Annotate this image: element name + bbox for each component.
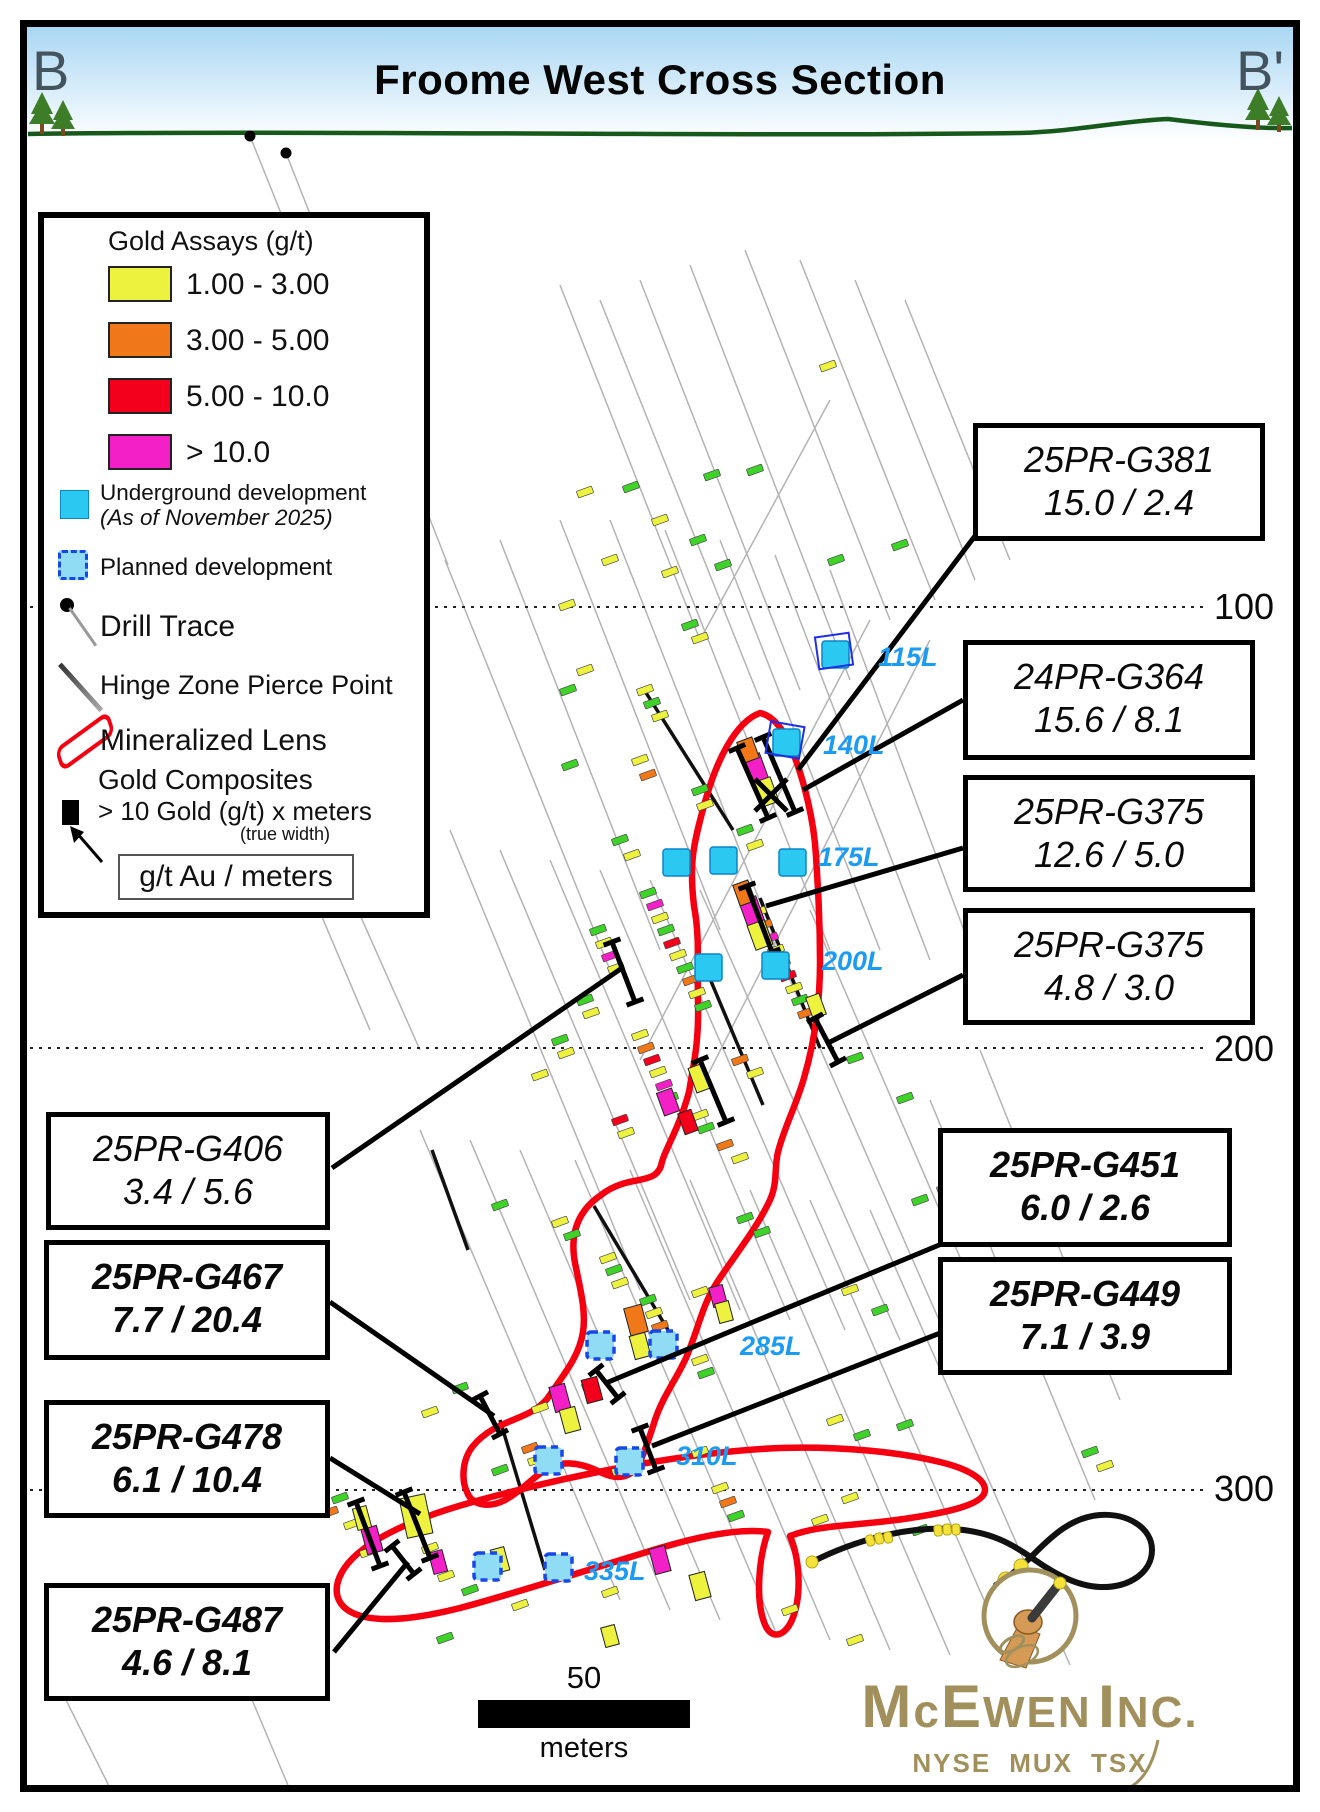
stock-tickers: NYSE MUX TSX [830, 1748, 1230, 1779]
annotation-arrow-icon [70, 826, 104, 863]
planned-development-label: Planned development [100, 554, 333, 581]
assay-swatch-3 [108, 378, 172, 414]
legend: Gold Assays (g/t) 1.00 - 3.00 3.00 - 5.0… [38, 212, 430, 918]
underground-development-note: (As of November 2025) [100, 505, 333, 530]
gold-composites-line2: > 10 Gold (g/t) x meters [98, 796, 372, 826]
scale-bar [478, 1700, 690, 1728]
level-label-115l: 115L [878, 642, 938, 672]
assay-swatch-2 [108, 322, 172, 358]
planned-development-squares [472, 1329, 679, 1583]
level-label-285l: 285L [740, 1331, 802, 1361]
callout-25pr-g406: 25PR-G406 3.4 / 5.6 [46, 1112, 330, 1230]
page-title: Froome West Cross Section [374, 56, 946, 103]
callout-25pr-g449: 25PR-G449 7.1 / 3.9 [938, 1257, 1232, 1375]
ticker-nyse: NYSE [912, 1748, 992, 1778]
callout-25pr-g478: 25PR-G478 6.1 / 10.4 [44, 1400, 330, 1518]
assay-label-3: 5.00 - 10.0 [186, 380, 330, 413]
underground-development-label: Underground development [100, 480, 367, 505]
pine-trees [29, 88, 1291, 136]
gold-composites-note: (true width) [240, 824, 331, 844]
level-label-175l: 175L [818, 842, 880, 872]
callout-25pr-g487: 25PR-G487 4.6 / 8.1 [44, 1583, 330, 1701]
assay-swatch-4 [108, 434, 172, 470]
depth-label-300: 300 [1214, 1468, 1275, 1509]
callout-25pr-g375-b: 25PR-G375 4.8 / 3.0 [963, 908, 1255, 1025]
ticker-tsx: TSX [1091, 1748, 1148, 1778]
callout-25pr-g467: 25PR-G467 7.7 / 20.4 [44, 1240, 330, 1360]
drill-trace-tail [68, 607, 98, 647]
underground-development-icon [60, 490, 89, 519]
mcewen-logo-art [805, 1511, 1160, 1792]
mineralized-lens-label: Mineralized Lens [100, 724, 327, 757]
gold-composites-label: Gold Composites [98, 764, 313, 795]
assay-label-4: > 10.0 [186, 436, 271, 469]
drill-trace-label: Drill Trace [100, 610, 236, 643]
callout-leader-lines [328, 530, 980, 1654]
level-label-310l: 310L [676, 1441, 738, 1471]
depth-gridlines [30, 606, 1205, 1491]
legend-title: Gold Assays (g/t) [108, 226, 314, 256]
level-label-140l: 140L [823, 730, 885, 760]
level-label-335l: 335L [584, 1556, 646, 1586]
section-marker-b: B [32, 39, 70, 102]
ticker-mux: MUX [1009, 1748, 1073, 1778]
assay-swatch-1 [108, 266, 172, 302]
underground-development-squares [662, 631, 855, 982]
assay-label-2: 3.00 - 5.00 [186, 324, 330, 357]
mcewen-wordmark: McEWEN INC. [861, 1673, 1199, 1740]
section-marker-b-prime: B' [1236, 39, 1285, 102]
gold-composite-icon [62, 800, 79, 825]
hinge-zone-label: Hinge Zone Pierce Point [100, 670, 393, 700]
logo-hand [998, 1576, 1067, 1669]
callout-25pr-g375-a: 25PR-G375 12.6 / 5.0 [963, 775, 1255, 892]
callout-25pr-g381: 25PR-G381 15.0 / 2.4 [973, 423, 1265, 541]
hinge-zone-icon [58, 662, 103, 713]
scale-bar-unit: meters [539, 1732, 629, 1764]
scale-bar-value: 50 [566, 1660, 602, 1695]
annotation-units-box: g/t Au / meters [118, 854, 354, 900]
sky [27, 27, 1293, 139]
level-label-200l: 200L [822, 946, 884, 976]
callout-24pr-g364: 24PR-G364 15.6 / 8.1 [963, 640, 1255, 760]
planned-development-icon [58, 550, 88, 580]
assay-label-1: 1.00 - 3.00 [186, 268, 330, 301]
depth-label-200: 200 [1214, 1028, 1275, 1069]
callout-25pr-g451: 25PR-G451 6.0 / 2.6 [938, 1128, 1232, 1247]
surface-line [27, 116, 1293, 137]
drill-collars [244, 130, 292, 159]
depth-label-100: 100 [1214, 586, 1275, 627]
